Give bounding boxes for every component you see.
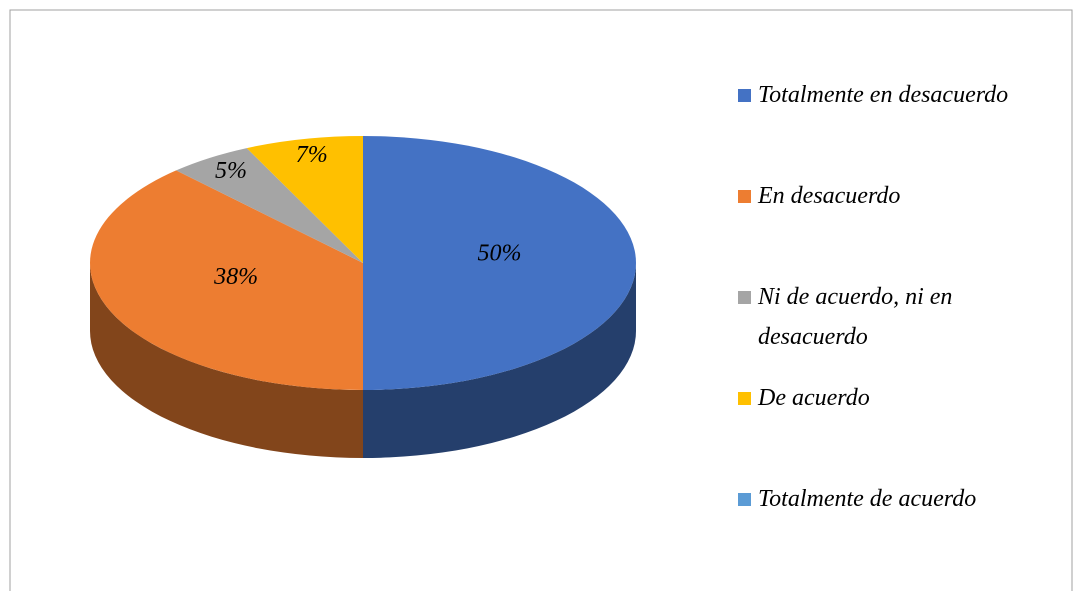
- legend-label: De acuerdo: [758, 385, 870, 411]
- slice: [363, 136, 636, 390]
- legend-swatch: [738, 291, 751, 304]
- data-label: 50%: [478, 241, 522, 267]
- slice-side: [90, 263, 363, 458]
- legend-item: Ni de acuerdo, ni en desacuerdo: [738, 277, 1038, 357]
- legend-item: Totalmente de acuerdo: [738, 479, 1038, 519]
- slice: [246, 136, 363, 263]
- legend-swatch: [738, 190, 751, 203]
- data-label: 38%: [213, 264, 258, 290]
- legend-swatch: [738, 89, 751, 102]
- frame: [9, 9, 1073, 591]
- legend-swatch: [738, 392, 751, 405]
- data-label: 7%: [296, 142, 328, 168]
- legend-item: Totalmente en desacuerdo: [738, 75, 1038, 115]
- slice: [90, 170, 363, 390]
- legend-swatch: [738, 493, 751, 506]
- data-label: 5%: [215, 158, 247, 184]
- legend-label: Totalmente de acuerdo: [758, 486, 977, 512]
- legend-label: Ni de acuerdo, ni en desacuerdo: [758, 284, 953, 350]
- legend-item: De acuerdo: [738, 378, 1038, 418]
- legend-item: En desacuerdo: [738, 176, 1038, 216]
- legend-label: Totalmente en desacuerdo: [758, 82, 1009, 108]
- legend-label: En desacuerdo: [758, 183, 901, 209]
- slice: [176, 148, 363, 263]
- slice-side: [363, 263, 636, 458]
